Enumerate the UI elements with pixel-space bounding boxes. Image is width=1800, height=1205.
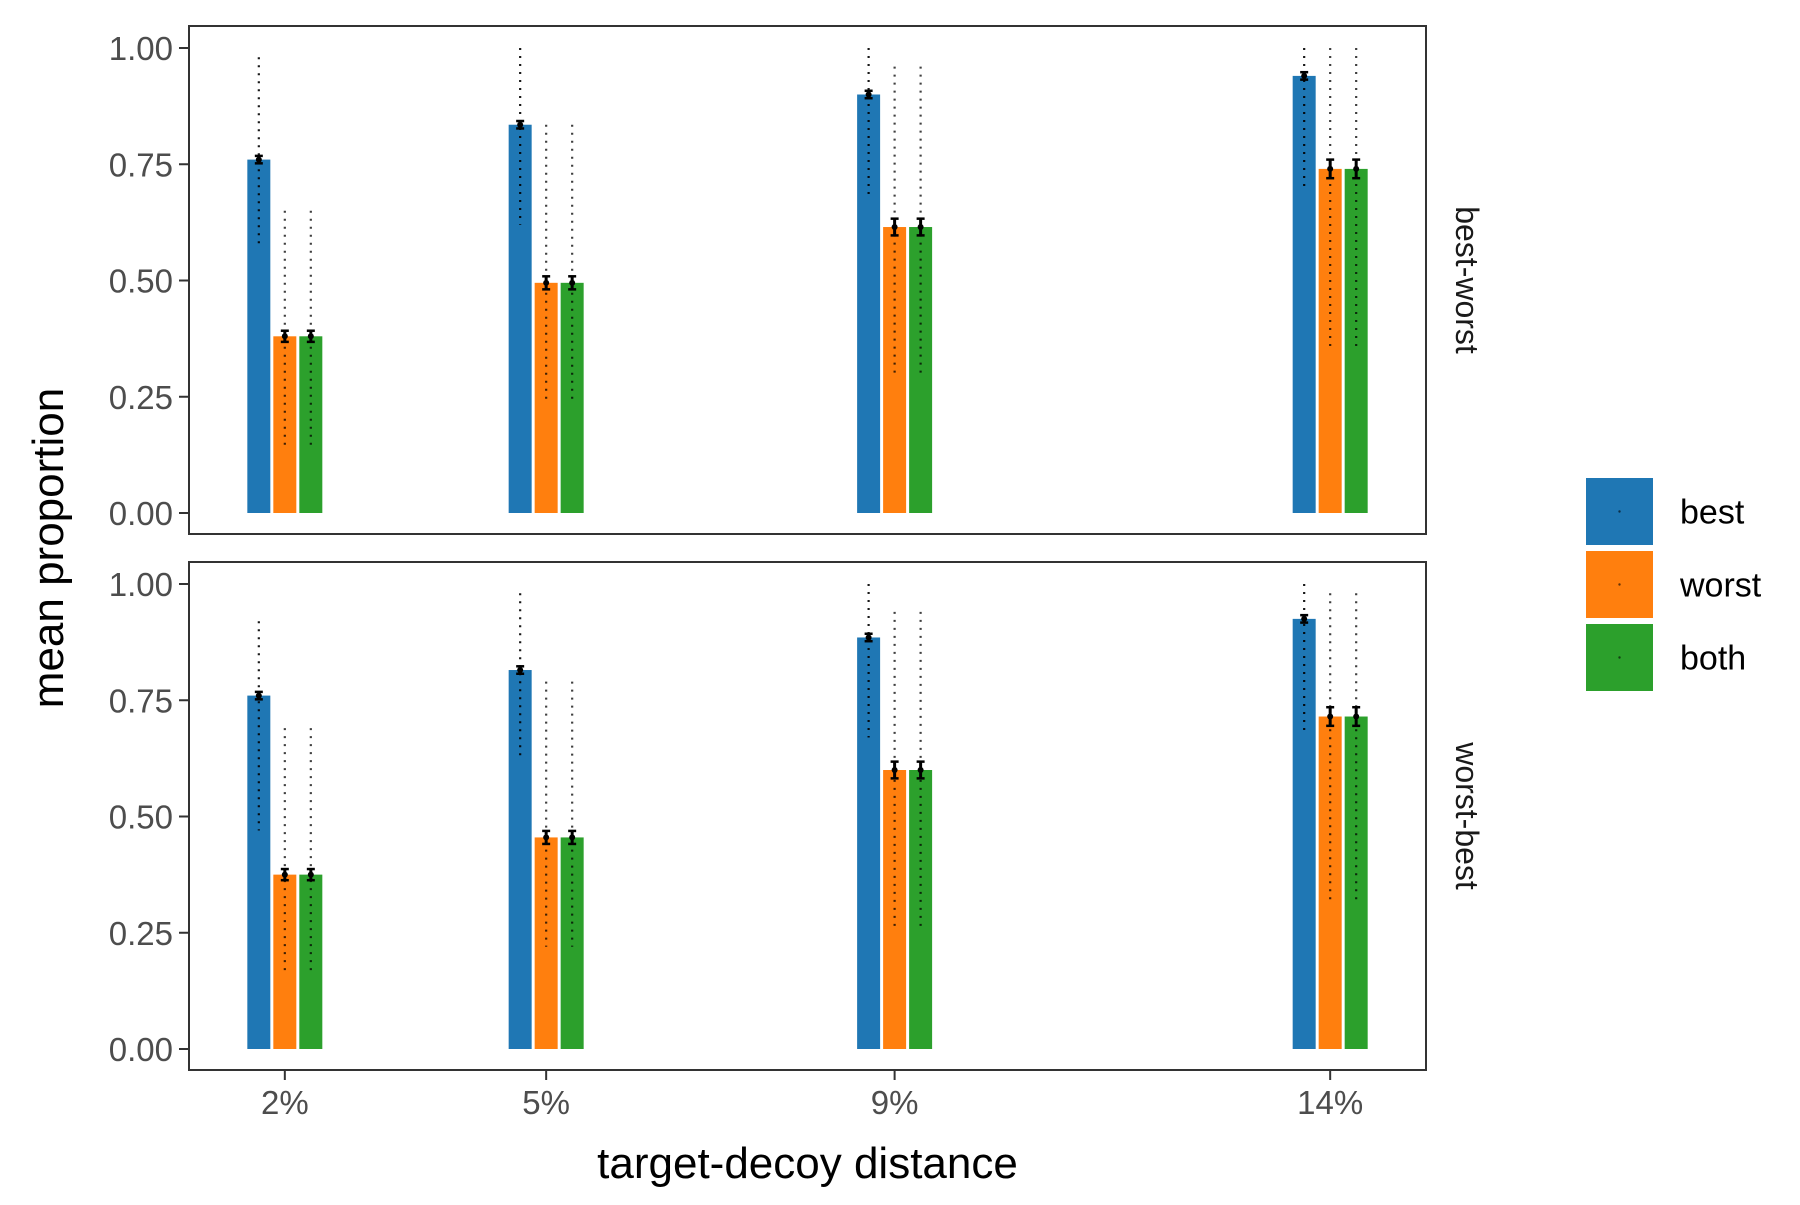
mean-point-worst [281,871,288,878]
x-tick-label: 14% [1297,1084,1363,1121]
x-tick-label: 2% [261,1084,309,1121]
legend-key-dot [1618,583,1621,586]
bar-best [1292,75,1316,514]
bar-best [857,94,881,513]
bar-best [857,637,881,1049]
legend-label-best: best [1680,494,1745,532]
legend-key-dot [1618,510,1621,513]
mean-point-both [307,871,314,878]
y-tick-label: 0.75 [109,682,173,719]
bar-best [247,159,271,513]
mean-point-best [865,91,872,98]
y-axis-title: mean proportion [24,388,73,708]
bar-best [247,695,271,1049]
mean-point-best [255,692,262,699]
mean-point-best [255,156,262,163]
mean-point-both [569,279,576,286]
bar-both [299,336,323,513]
mean-point-worst [543,834,550,841]
mean-point-best [1301,72,1308,79]
mean-point-both [917,767,924,773]
x-axis-title: target-decoy distance [597,1139,1018,1188]
y-tick-label: 0.00 [109,495,173,532]
facet-strip-label: worst-best [1449,741,1485,890]
y-tick-label: 0.25 [109,915,173,952]
mean-point-worst [891,767,898,773]
mean-point-best [517,121,524,128]
mean-point-both [1353,713,1360,720]
panel-frame-best-worst [188,25,1427,535]
bar-both [560,837,584,1049]
y-tick-label: 0.75 [109,146,173,183]
mean-point-worst [543,279,550,286]
mean-point-both [569,834,576,841]
mean-point-both [307,333,314,340]
bar-best [508,670,532,1049]
mean-point-both [917,224,924,231]
bar-worst [534,837,558,1049]
mean-point-worst [1327,713,1334,720]
x-tick-label: 9% [871,1084,919,1121]
mean-point-best [865,634,872,641]
bar-best [1292,618,1316,1049]
y-tick-label: 0.50 [109,799,173,836]
legend-label-both: both [1680,640,1746,678]
mean-point-worst [281,333,288,340]
bar-worst [883,227,907,513]
mean-point-both [1353,165,1360,172]
bar-both [909,227,933,513]
x-tick-label: 5% [522,1084,570,1121]
legend-label-worst: worst [1679,567,1762,605]
bar-both [1344,168,1368,513]
mean-point-best [517,667,524,674]
y-tick-label: 1.00 [109,30,173,67]
y-tick-label: 0.50 [109,263,173,300]
facet-strip-label: best-worst [1449,206,1485,354]
y-tick-label: 1.00 [109,566,173,603]
bar-worst [273,336,297,513]
mean-point-worst [891,224,898,231]
panel-frame-worst-best [188,561,1427,1071]
y-tick-label: 0.00 [109,1031,173,1068]
bar-worst [1318,168,1342,513]
bar-best [508,124,532,513]
mean-point-best [1301,615,1308,622]
legend-key-dot [1618,656,1621,659]
mean-point-worst [1327,165,1334,172]
y-tick-label: 0.25 [109,379,173,416]
